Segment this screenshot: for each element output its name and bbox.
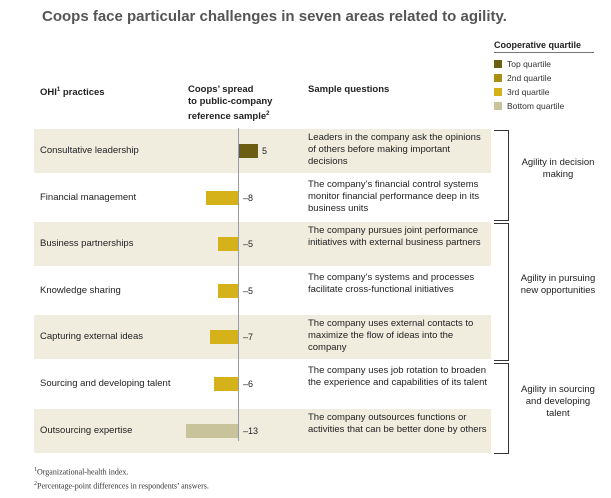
spread-value-label: –8	[243, 192, 254, 203]
spread-bar	[238, 144, 258, 158]
legend-divider	[494, 52, 594, 53]
footnote-2: 2Percentage-point differences in respond…	[34, 481, 209, 491]
spread-bar	[218, 283, 238, 298]
footnote-2-mark: 2	[34, 481, 37, 487]
footnote-2-text: Percentage-point differences in responde…	[37, 481, 209, 491]
header-sample-questions: Sample questions	[308, 84, 390, 95]
sample-question: The company outsources functions or acti…	[308, 411, 487, 435]
group-bracket	[494, 363, 509, 455]
header-spread-line3: reference sample	[188, 111, 267, 123]
spread-value-label: –7	[243, 332, 254, 343]
spread-bar	[214, 377, 238, 391]
practice-label: Knowledge sharing	[40, 284, 121, 296]
group-label: Agility in decision making	[521, 156, 595, 180]
practice-label: Capturing external ideas	[40, 331, 143, 343]
legend-swatch-1	[494, 60, 502, 68]
group-bracket	[494, 130, 509, 222]
spread-bar	[218, 237, 238, 252]
spread-bar	[206, 190, 238, 205]
spread-value-label: –5	[243, 285, 254, 296]
group-label: Agility in sourcing and developing talen…	[521, 383, 595, 419]
sample-question: Leaders in the company ask the opinions …	[308, 132, 481, 167]
header-practices-footnote-mark: 1	[56, 87, 61, 93]
header-spread-line1: Coops’ spread	[188, 84, 254, 95]
legend-item-3: 3rd quartile	[494, 86, 550, 98]
row-background	[34, 129, 491, 173]
sample-question: The company uses external contacts to ma…	[308, 318, 474, 354]
group-bracket	[494, 223, 509, 361]
header-practices-text: OHI	[40, 87, 57, 99]
legend-label-4: Bottom quartile	[507, 101, 565, 111]
header-spread-footnote-mark: 2	[266, 111, 270, 117]
practice-label: Outsourcing expertise	[40, 424, 133, 436]
legend-swatch-4	[494, 102, 502, 110]
sample-question: The company uses job rotation to broaden…	[308, 365, 488, 388]
sample-question: The company pursues joint performance in…	[308, 225, 481, 249]
chart-title: Coops face particular challenges in seve…	[42, 8, 507, 25]
spread-value-label: –6	[243, 379, 254, 389]
row-background	[34, 315, 491, 360]
footnote-1-mark: 1	[34, 467, 37, 473]
practice-label: Business partnerships	[40, 238, 134, 250]
legend-label-2: 2nd quartile	[507, 73, 552, 83]
footnote-1-text: Organizational-health index.	[37, 467, 129, 477]
legend-label-3: 3rd quartile	[507, 87, 550, 97]
spread-value-label: –5	[243, 239, 254, 250]
spread-bar	[210, 330, 238, 345]
legend-item-1: Top quartile	[494, 58, 551, 70]
legend-label-1: Top quartile	[507, 59, 551, 69]
practice-label: Financial management	[40, 191, 137, 203]
practice-label: Sourcing and developing talent	[40, 378, 171, 389]
practice-label: Consultative leadership	[40, 145, 139, 156]
footnote-1: 1Organizational-health index.	[34, 467, 128, 477]
spread-value-label: 5	[262, 146, 268, 156]
sample-question: The company’s systems and processes faci…	[308, 271, 475, 295]
legend-item-4: Bottom quartile	[494, 100, 564, 112]
group-label: Agility in pursuing new opportunities	[520, 273, 596, 297]
header-spread: Coops’ spread to public-company referenc…	[188, 84, 272, 123]
header-practices: OHI1 practices	[40, 84, 105, 99]
row-background	[34, 222, 491, 267]
sample-question: The company’s financial control systems …	[308, 178, 480, 214]
header-spread-line2: to public-company	[188, 96, 273, 107]
spread-bar	[186, 423, 238, 438]
zero-axis-line	[238, 128, 239, 441]
legend-item-2: 2nd quartile	[494, 72, 551, 84]
spread-value-label: –13	[243, 425, 259, 436]
legend-swatch-3	[494, 88, 502, 96]
row-background	[34, 408, 491, 453]
header-practices-suffix: practices	[60, 87, 105, 99]
legend-swatch-2	[494, 74, 502, 82]
legend-title: Cooperative quartile	[494, 40, 582, 50]
